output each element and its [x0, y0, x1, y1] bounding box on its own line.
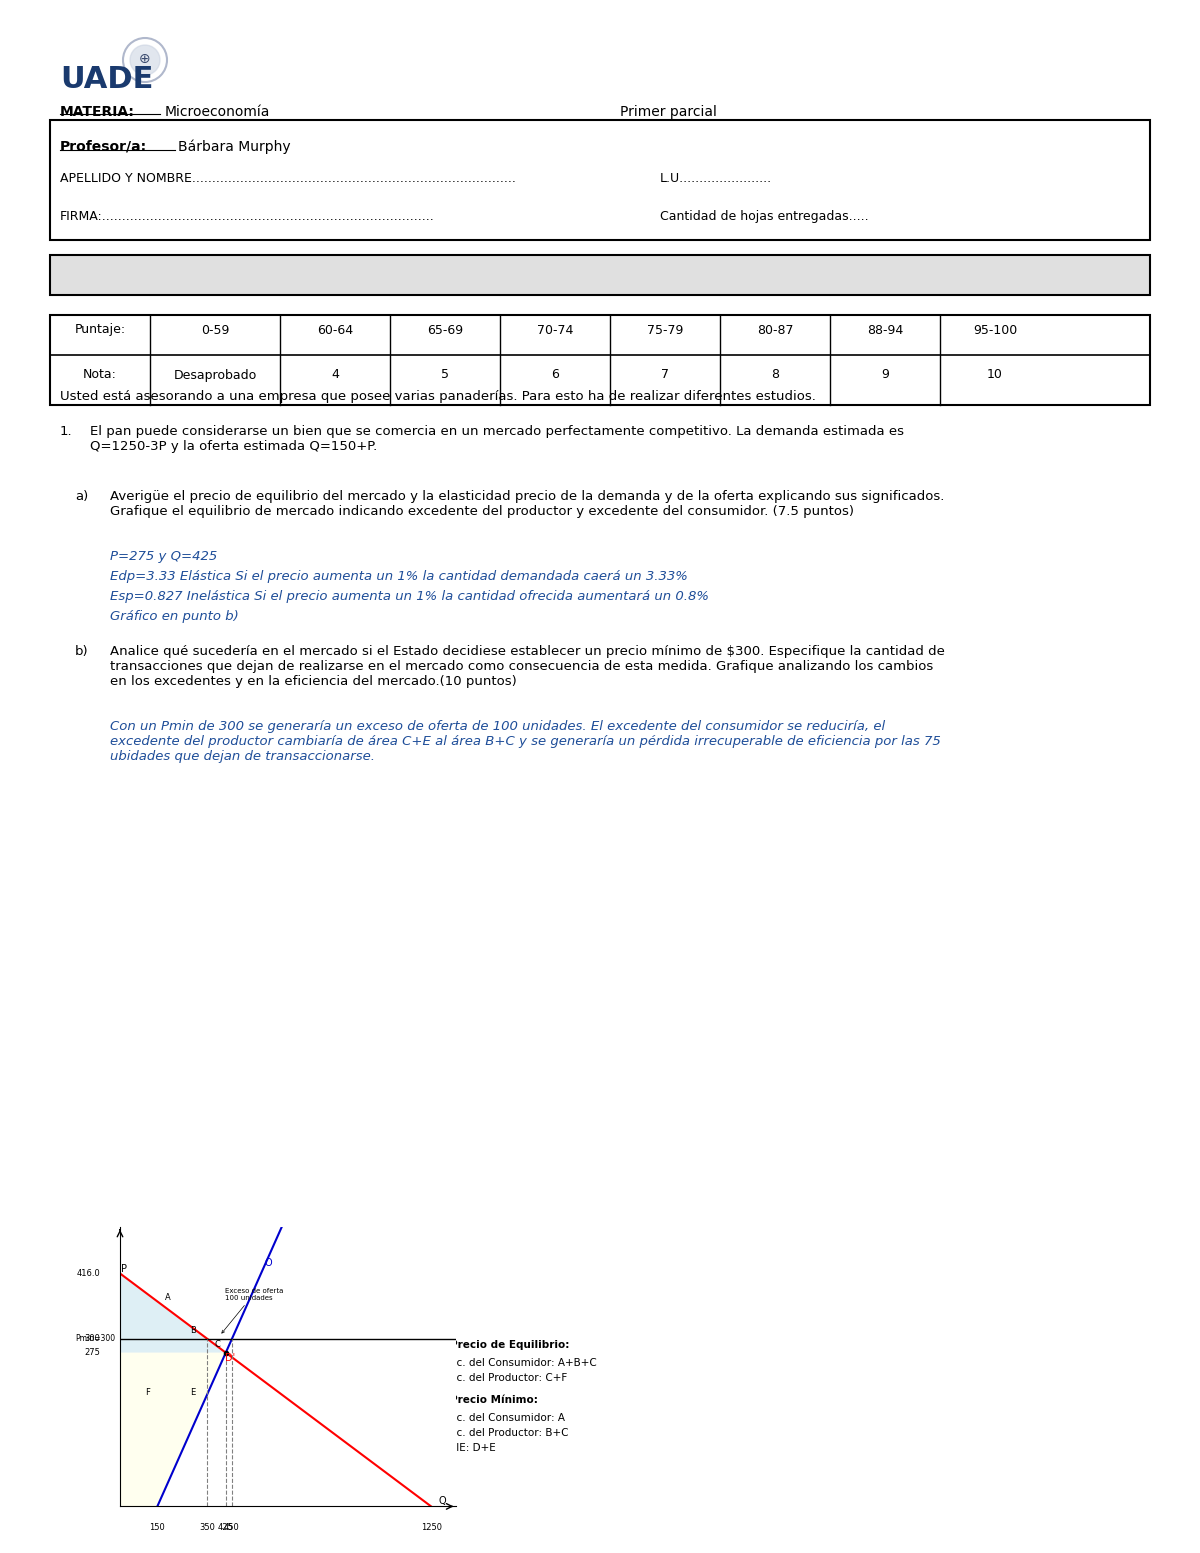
Text: Exceso de oferta
100 unidades: Exceso de oferta 100 unidades [222, 1287, 283, 1332]
Text: 8: 8 [772, 368, 779, 382]
Text: 7: 7 [661, 368, 670, 382]
Text: 350: 350 [199, 1523, 215, 1533]
Text: APELLIDO Y NOMBRE...............................................................: APELLIDO Y NOMBRE.......................… [60, 172, 516, 185]
Text: C: C [215, 1340, 221, 1350]
Text: 425: 425 [218, 1523, 234, 1533]
Text: 416.0: 416.0 [77, 1269, 100, 1278]
Text: Esp=0.827 Inelástica Si el precio aumenta un 1% la cantidad ofrecida aumentará u: Esp=0.827 Inelástica Si el precio aument… [110, 590, 709, 603]
Text: 4: 4 [331, 368, 338, 382]
Text: B: B [190, 1326, 196, 1336]
Text: Ec. del Productor: B+C: Ec. del Productor: B+C [450, 1429, 569, 1438]
Text: 5: 5 [442, 368, 449, 382]
Text: Pmin=300: Pmin=300 [226, 1374, 280, 1385]
Text: 150: 150 [150, 1523, 166, 1533]
Text: MATERIA:: MATERIA: [60, 106, 134, 120]
Text: Edp=3.33 Elástica Si el precio aumenta un 1% la cantidad demandada caerá un 3.33: Edp=3.33 Elástica Si el precio aumenta u… [110, 570, 688, 582]
Text: Ec. del Consumidor: A+B+C: Ec. del Consumidor: A+B+C [450, 1357, 596, 1368]
Text: 1.: 1. [60, 426, 73, 438]
Text: 6: 6 [551, 368, 559, 382]
Text: 88-94: 88-94 [866, 323, 904, 337]
Text: E: E [190, 1387, 194, 1396]
Text: Pmin=300: Pmin=300 [74, 1334, 115, 1343]
Text: Cantidad de hojas entregadas.....: Cantidad de hojas entregadas..... [660, 210, 869, 224]
Text: 80-87: 80-87 [757, 323, 793, 337]
Text: Gráfico en punto b): Gráfico en punto b) [110, 610, 239, 623]
Text: Nota:: Nota: [83, 368, 116, 382]
Text: Analice qué sucedería en el mercado si el Estado decidiese establecer un precio : Analice qué sucedería en el mercado si e… [110, 644, 944, 688]
Text: P=275 y Q=425: P=275 y Q=425 [110, 550, 217, 564]
Text: PIE: D+E: PIE: D+E [450, 1443, 496, 1454]
Text: a): a) [74, 491, 89, 503]
Text: Con un Pmin de 300 se generaría un exceso de oferta de 100 unidades. El excedent: Con un Pmin de 300 se generaría un exces… [110, 721, 941, 763]
FancyBboxPatch shape [50, 255, 1150, 295]
Text: 0-59: 0-59 [200, 323, 229, 337]
Text: Ec. del Consumidor: A: Ec. del Consumidor: A [450, 1413, 565, 1423]
Text: Usted está asesorando a una empresa que posee varias panaderías. Para esto ha de: Usted está asesorando a una empresa que … [60, 390, 816, 402]
Text: UADE: UADE [60, 65, 154, 95]
Text: L.U.......................: L.U....................... [660, 172, 772, 185]
Text: 65-69: 65-69 [427, 323, 463, 337]
Text: Ec. del Productor: C+F: Ec. del Productor: C+F [450, 1373, 568, 1384]
Text: Primer parcial: Primer parcial [620, 106, 716, 120]
Text: D': D' [224, 1353, 235, 1364]
Text: F: F [145, 1387, 150, 1396]
Text: Bárbara Murphy: Bárbara Murphy [178, 140, 290, 154]
Text: Puntaje:: Puntaje: [74, 323, 126, 337]
Text: 275: 275 [250, 1415, 270, 1426]
Text: Desaprobado: Desaprobado [173, 368, 257, 382]
Text: 300: 300 [84, 1334, 100, 1343]
Text: 10: 10 [988, 368, 1003, 382]
Text: A: A [164, 1292, 170, 1301]
Text: 275: 275 [84, 1348, 100, 1357]
Text: ⊕: ⊕ [139, 51, 151, 65]
Polygon shape [120, 1353, 226, 1506]
FancyBboxPatch shape [50, 315, 1150, 405]
Text: Profesor/a:: Profesor/a: [60, 140, 148, 154]
Text: Q: Q [438, 1496, 446, 1505]
Text: 70-74: 70-74 [536, 323, 574, 337]
Text: El pan puede considerarse un bien que se comercia en un mercado perfectamente co: El pan puede considerarse un bien que se… [90, 426, 904, 453]
Text: 75-79: 75-79 [647, 323, 683, 337]
Circle shape [130, 45, 160, 75]
Text: 95-100: 95-100 [973, 323, 1018, 337]
Text: 9: 9 [881, 368, 889, 382]
Text: b): b) [74, 644, 89, 658]
Text: Precio Mínimo:: Precio Mínimo: [450, 1395, 538, 1405]
FancyBboxPatch shape [50, 120, 1150, 241]
Text: 60-64: 60-64 [317, 323, 353, 337]
Text: Microeconomía: Microeconomía [166, 106, 270, 120]
Polygon shape [120, 1273, 226, 1353]
Text: Precio de Equilibrio:: Precio de Equilibrio: [450, 1340, 569, 1350]
Text: O: O [264, 1258, 272, 1267]
Text: P: P [121, 1264, 127, 1273]
Text: 450: 450 [224, 1523, 240, 1533]
Text: FIRMA:..........................................................................: FIRMA:..................................… [60, 210, 434, 224]
Text: Averigüe el precio de equilibrio del mercado y la elasticidad precio de la deman: Averigüe el precio de equilibrio del mer… [110, 491, 944, 519]
Text: 1250: 1250 [421, 1523, 442, 1533]
